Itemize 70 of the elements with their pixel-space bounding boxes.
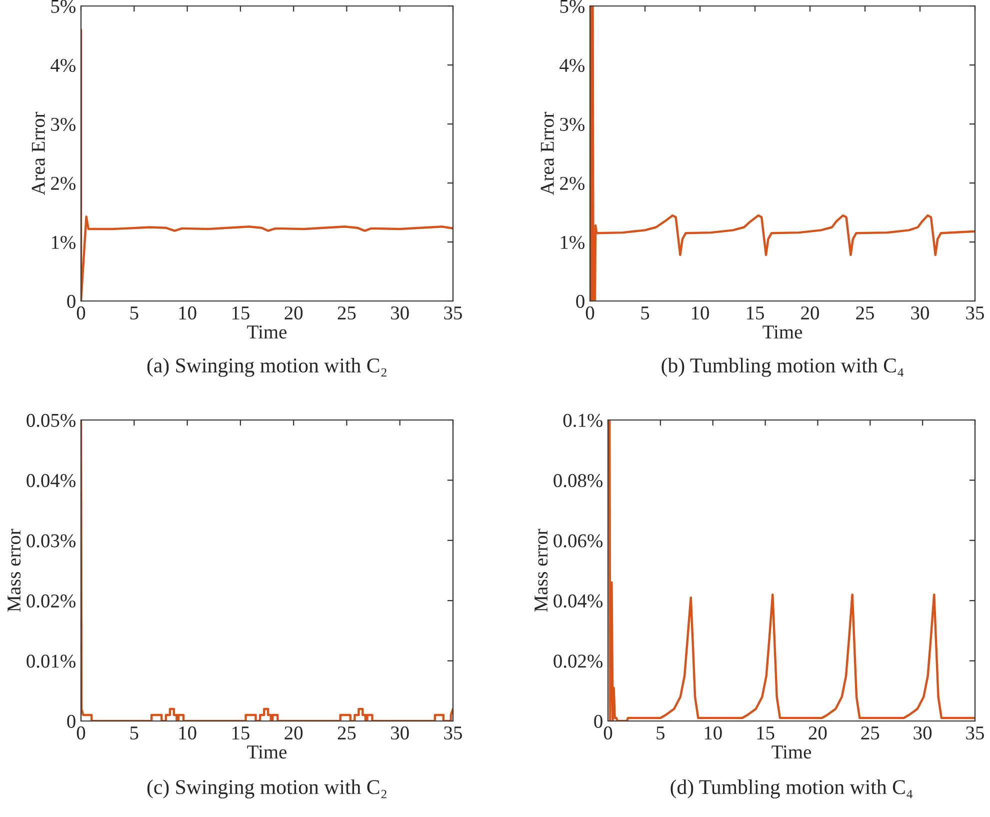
x-tick-label: 0	[76, 726, 86, 740]
x-tick-label: 30	[914, 726, 932, 740]
y-tick-label: 0.05%	[26, 414, 76, 428]
x-tick-label: 20	[284, 726, 303, 740]
y-tick-label: 4%	[50, 58, 76, 72]
x-tick-label: 15	[746, 306, 764, 320]
x-tick-label: 5	[641, 306, 650, 320]
text: (a) Swinging motion with C₂	[147, 358, 386, 377]
y-tick-label: 0.02%	[26, 594, 76, 608]
x-tick-label: 15	[232, 726, 250, 740]
y-tick-label: 0.03%	[26, 534, 76, 548]
x-tick-label: 0	[76, 306, 86, 320]
y-tick-label: 5%	[51, 0, 76, 13]
y-tick-label: 1%	[52, 236, 76, 249]
y-tick-label: 0.01%	[26, 654, 76, 668]
x-tick-label: 35	[444, 726, 462, 740]
y-tick-label: 0.02%	[554, 654, 602, 668]
y-tick-label: 0.04%	[26, 474, 76, 488]
x-tick-label: 30	[391, 726, 409, 740]
x-tick-label: 10	[692, 306, 709, 320]
y-tick-label: 0.04%	[554, 594, 602, 608]
x-tick-label: 10	[704, 726, 722, 740]
x-tick-label: 25	[338, 726, 356, 740]
x-axis-title: Time	[247, 746, 287, 759]
line-series	[590, 6, 975, 301]
y-tick-label: 3%	[51, 118, 76, 131]
x-axis-title: Time	[762, 326, 802, 339]
x-tick-label: 20	[808, 726, 827, 740]
x-tick-label: 20	[801, 306, 819, 320]
x-tick-label: 10	[179, 306, 196, 320]
x-axis-title: Time	[247, 326, 287, 339]
y-axis-title: Area Error	[540, 112, 554, 196]
x-tick-label: 0	[604, 726, 612, 740]
x-tick-label: 30	[391, 306, 409, 320]
x-tick-label: 25	[338, 306, 356, 320]
y-axis-title: Area Error	[32, 112, 45, 196]
x-tick-label: 15	[232, 306, 250, 320]
y-tick-label: 0	[67, 294, 76, 308]
y-tick-label: 4%	[560, 58, 584, 72]
y-tick-label: 0	[576, 294, 584, 308]
x-tick-label: 20	[284, 306, 303, 320]
text: (d) Tumbling motion with C₄	[670, 779, 912, 798]
y-tick-label: 0.06%	[554, 534, 602, 548]
x-tick-label: 30	[911, 306, 929, 320]
y-tick-label: 3%	[560, 118, 584, 131]
y-tick-label: 0	[67, 714, 76, 728]
x-tick-label: 25	[861, 726, 880, 740]
x-tick-label: 5	[130, 726, 138, 740]
y-axis-title: Mass error	[8, 528, 21, 612]
y-axis-title: Mass error	[534, 528, 548, 612]
x-tick-label: 15	[757, 726, 774, 740]
x-tick-label: 25	[856, 306, 874, 320]
y-tick-label: 0	[594, 714, 602, 728]
text: (c) Swinging motion with C₂	[147, 779, 386, 798]
y-tick-label: 1%	[560, 236, 584, 249]
y-tick-label: 2%	[560, 176, 584, 190]
x-tick-label: 35	[966, 306, 984, 320]
x-axis-title: Time	[772, 746, 812, 759]
x-tick-label: 5	[656, 726, 665, 740]
y-tick-label: 0.1%	[563, 414, 602, 428]
y-tick-label: 0.08%	[554, 474, 602, 488]
x-tick-label: 35	[444, 306, 462, 320]
line-series	[81, 420, 453, 721]
x-tick-label: 5	[130, 306, 138, 320]
x-tick-label: 10	[179, 726, 196, 740]
y-tick-label: 5%	[560, 0, 584, 13]
text: (b) Tumbling motion with C₄	[662, 358, 904, 377]
y-tick-label: 2%	[51, 176, 76, 190]
line-series	[608, 420, 975, 721]
x-tick-label: 35	[966, 726, 984, 740]
